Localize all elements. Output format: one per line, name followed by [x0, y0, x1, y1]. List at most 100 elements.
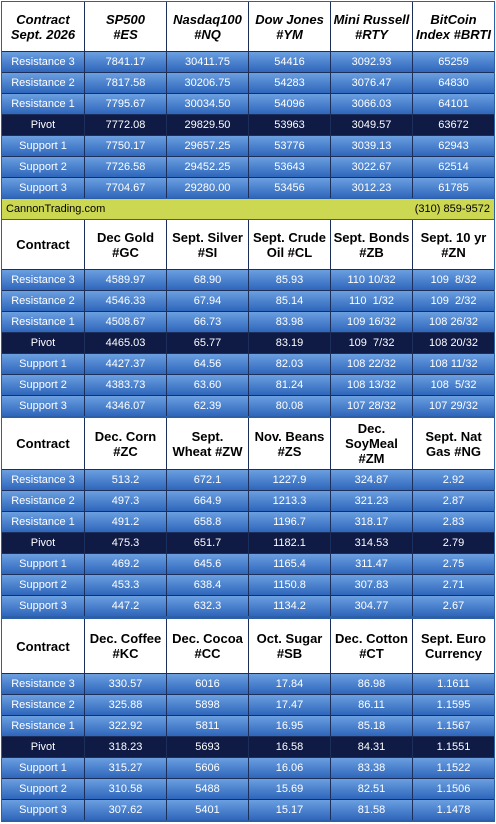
level-value: 651.7	[167, 533, 248, 553]
column-header: Sept. 10 yr #ZN	[413, 220, 494, 269]
level-value: 107 29/32	[413, 396, 494, 416]
row-label: Support 2	[2, 575, 84, 595]
level-value: 318.17	[331, 512, 412, 532]
level-value: 82.03	[249, 354, 330, 374]
level-value: 83.19	[249, 333, 330, 353]
row-label: Resistance 1	[2, 512, 84, 532]
level-value: 64830	[413, 73, 494, 93]
column-header: Mini Russell #RTY	[331, 2, 412, 51]
level-value: 83.38	[331, 758, 412, 778]
level-value: 2.92	[413, 470, 494, 490]
level-value: 53643	[249, 157, 330, 177]
level-value: 16.06	[249, 758, 330, 778]
level-value: 85.18	[331, 716, 412, 736]
level-value: 2.75	[413, 554, 494, 574]
level-value: 63672	[413, 115, 494, 135]
level-value: 314.53	[331, 533, 412, 553]
column-header: Sept. Bonds #ZB	[331, 220, 412, 269]
level-value: 6016	[167, 674, 248, 694]
level-value: 1134.2	[249, 596, 330, 616]
level-value: 54096	[249, 94, 330, 114]
level-value: 53776	[249, 136, 330, 156]
row-label: Support 2	[2, 157, 84, 177]
row-label: Resistance 3	[2, 674, 84, 694]
level-value: 30411.75	[167, 52, 248, 72]
level-value: 80.08	[249, 396, 330, 416]
row-label: Resistance 1	[2, 94, 84, 114]
column-header: Sept. Euro Currency	[413, 619, 494, 673]
column-header: Dec. Cotton #CT	[331, 619, 412, 673]
level-value: 3066.03	[331, 94, 412, 114]
level-value: 86.98	[331, 674, 412, 694]
price-table: Contract Sept. 2026 SP500 #ES Nasdaq100 #N…	[2, 2, 494, 198]
level-value: 447.2	[85, 596, 166, 616]
level-value: 84.31	[331, 737, 412, 757]
level-value: 7772.08	[85, 115, 166, 135]
level-value: 4383.73	[85, 375, 166, 395]
level-value: 62943	[413, 136, 494, 156]
level-value: 321.23	[331, 491, 412, 511]
level-value: 110 10/32	[331, 270, 412, 290]
level-value: 68.90	[167, 270, 248, 290]
level-value: 30206.75	[167, 73, 248, 93]
level-value: 7841.17	[85, 52, 166, 72]
row-label: Resistance 2	[2, 491, 84, 511]
level-value: 5488	[167, 779, 248, 799]
level-value: 1.1551	[413, 737, 494, 757]
level-value: 108 20/32	[413, 333, 494, 353]
column-header: Dec. Coffee #KC	[85, 619, 166, 673]
banner: CannonTrading.com (310) 859-9572	[2, 199, 494, 219]
level-value: 108 26/32	[413, 312, 494, 332]
level-value: 64101	[413, 94, 494, 114]
row-label: Support 3	[2, 596, 84, 616]
row-label: Support 1	[2, 554, 84, 574]
level-value: 3049.57	[331, 115, 412, 135]
column-header: Sept. Wheat #ZW	[167, 418, 248, 469]
level-value: 1.1611	[413, 674, 494, 694]
level-value: 1.1522	[413, 758, 494, 778]
level-value: 658.8	[167, 512, 248, 532]
level-value: 65.77	[167, 333, 248, 353]
level-value: 5401	[167, 800, 248, 820]
level-value: 3012.23	[331, 178, 412, 198]
contract-header: Contract	[2, 418, 84, 469]
level-value: 15.17	[249, 800, 330, 820]
level-value: 7795.67	[85, 94, 166, 114]
level-value: 53963	[249, 115, 330, 135]
level-value: 17.84	[249, 674, 330, 694]
level-value: 30034.50	[167, 94, 248, 114]
level-value: 1.1506	[413, 779, 494, 799]
level-value: 7704.67	[85, 178, 166, 198]
column-header: SP500 #ES	[85, 2, 166, 51]
level-value: 64.56	[167, 354, 248, 374]
level-value: 3076.47	[331, 73, 412, 93]
level-value: 497.3	[85, 491, 166, 511]
row-label: Support 3	[2, 396, 84, 416]
level-value: 54283	[249, 73, 330, 93]
row-label: Pivot	[2, 533, 84, 553]
row-label: Resistance 2	[2, 695, 84, 715]
level-value: 5811	[167, 716, 248, 736]
level-value: 85.14	[249, 291, 330, 311]
level-value: 2.79	[413, 533, 494, 553]
row-label: Pivot	[2, 333, 84, 353]
level-value: 29829.50	[167, 115, 248, 135]
level-value: 53456	[249, 178, 330, 198]
level-value: 3039.13	[331, 136, 412, 156]
level-value: 108 22/32	[331, 354, 412, 374]
row-label: Resistance 3	[2, 470, 84, 490]
column-header: Sept. Silver #SI	[167, 220, 248, 269]
level-value: 15.69	[249, 779, 330, 799]
contract-header: Contract	[2, 619, 84, 673]
level-value: 109 2/32	[413, 291, 494, 311]
level-value: 1227.9	[249, 470, 330, 490]
level-value: 5606	[167, 758, 248, 778]
level-value: 62.39	[167, 396, 248, 416]
level-value: 4546.33	[85, 291, 166, 311]
level-value: 311.47	[331, 554, 412, 574]
level-value: 475.3	[85, 533, 166, 553]
level-value: 86.11	[331, 695, 412, 715]
level-value: 83.98	[249, 312, 330, 332]
level-value: 315.27	[85, 758, 166, 778]
level-value: 322.92	[85, 716, 166, 736]
